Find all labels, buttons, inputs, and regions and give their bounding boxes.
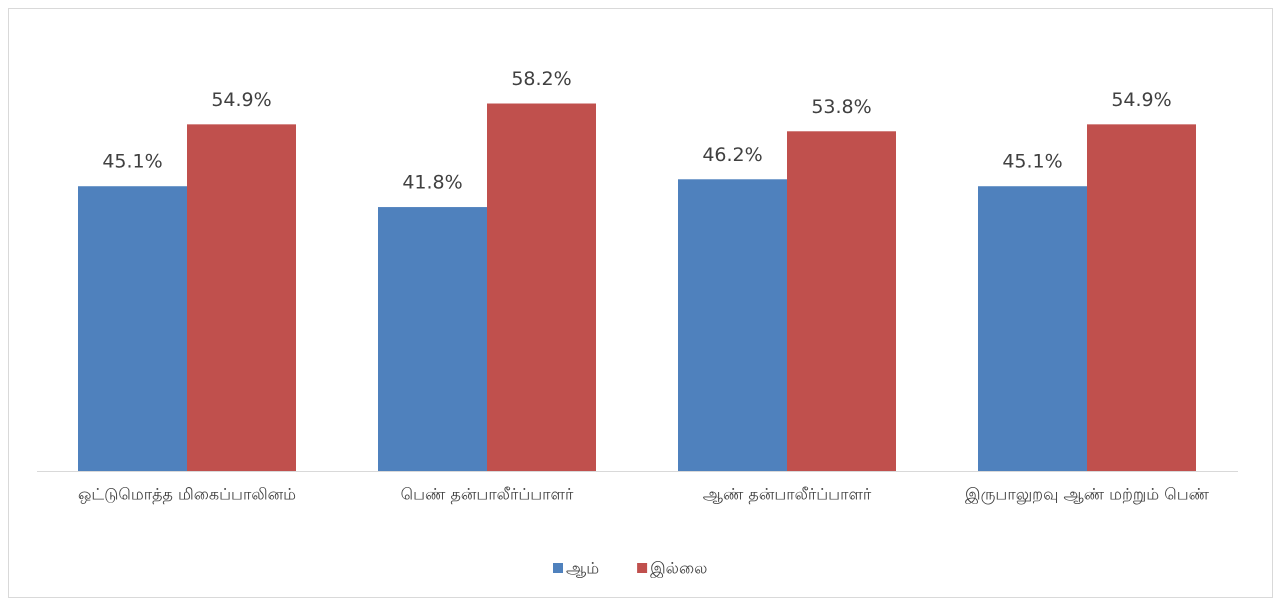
bar xyxy=(978,186,1087,471)
x-tick-label: இருபாலுறவு ஆண் மற்றும் பெண் xyxy=(965,485,1210,505)
data-label: 58.2% xyxy=(511,68,571,90)
bar xyxy=(78,186,187,471)
bar xyxy=(1087,124,1196,472)
legend-swatch xyxy=(637,563,648,573)
data-label: 54.9% xyxy=(211,89,271,111)
legend-label: இல்லை xyxy=(650,559,707,579)
bar xyxy=(378,207,487,471)
data-label: 45.1% xyxy=(102,151,162,173)
bar xyxy=(487,103,596,471)
legend-label: ஆம் xyxy=(566,559,599,578)
data-label: 53.8% xyxy=(811,96,871,118)
data-label: 45.1% xyxy=(1002,151,1062,173)
x-tick-label: பெண் தன்பாலீர்ப்பாளர் xyxy=(401,485,574,504)
bar xyxy=(787,131,896,471)
bar xyxy=(678,179,787,471)
data-label: 54.9% xyxy=(1111,89,1171,111)
data-label: 41.8% xyxy=(402,172,462,194)
x-tick-label: ஒட்டுமொத்த மிகைப்பாலினம் xyxy=(78,485,296,504)
bar xyxy=(187,124,296,472)
data-label: 46.2% xyxy=(702,144,762,166)
x-tick-label: ஆண் தன்பாலீர்ப்பாளர் xyxy=(703,485,872,504)
legend-swatch xyxy=(553,563,563,573)
